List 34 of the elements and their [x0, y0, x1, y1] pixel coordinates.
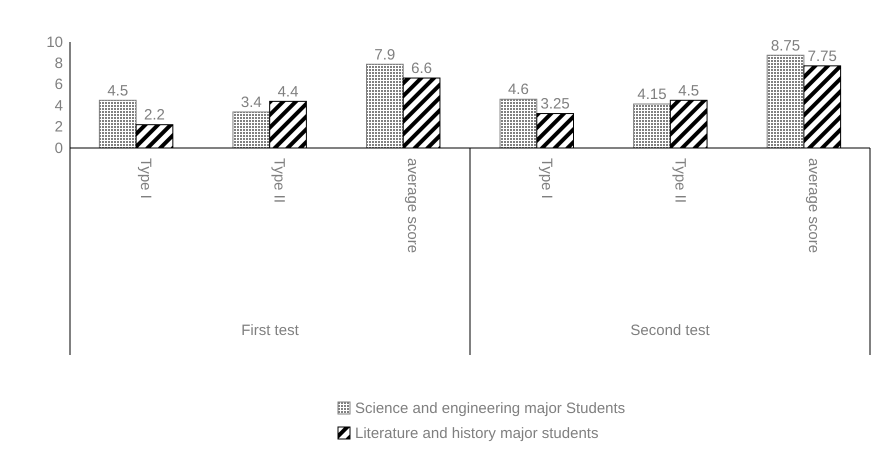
- bar: [232, 111, 270, 148]
- x-tick-label: average score: [804, 158, 822, 254]
- data-label: 4.15: [637, 86, 667, 104]
- data-label: 6.6: [411, 60, 432, 78]
- text: Second test: [630, 322, 710, 339]
- y-tick-label: 8: [54, 55, 63, 72]
- y-tick-label: 6: [54, 76, 63, 94]
- x-tick-label: Type II: [671, 158, 688, 204]
- data-label: 3.4: [240, 94, 262, 111]
- y-tick-label: 2: [54, 118, 63, 136]
- data-label: 2.2: [144, 106, 165, 124]
- x-tick-label: Type II: [270, 158, 288, 204]
- bar: [633, 104, 671, 148]
- y-tick-label: 4: [54, 97, 63, 114]
- bar: [366, 64, 404, 148]
- data-label: 4.5: [678, 82, 700, 100]
- data-label: 7.9: [374, 46, 396, 64]
- data-label: 8.75: [770, 37, 800, 54]
- legend-label: Literature and history major students: [355, 425, 598, 442]
- x-tick-label: Type I: [538, 158, 555, 199]
- x-tick-label: average score: [404, 158, 422, 254]
- data-label: 7.75: [808, 48, 837, 65]
- bar: [98, 100, 137, 148]
- y-tick-label: 10: [46, 34, 63, 51]
- bar: [766, 54, 804, 148]
- text: First test: [241, 322, 300, 339]
- data-label: 4.6: [508, 81, 529, 98]
- legend-label: Science and engineering major Students: [355, 400, 626, 417]
- data-label: 4.5: [107, 82, 128, 100]
- x-tick-label: Type I: [137, 158, 154, 199]
- data-label: 4.4: [278, 83, 298, 100]
- y-tick-label: 0: [54, 140, 63, 157]
- data-label: 3.25: [540, 96, 570, 113]
- bar: [500, 98, 538, 148]
